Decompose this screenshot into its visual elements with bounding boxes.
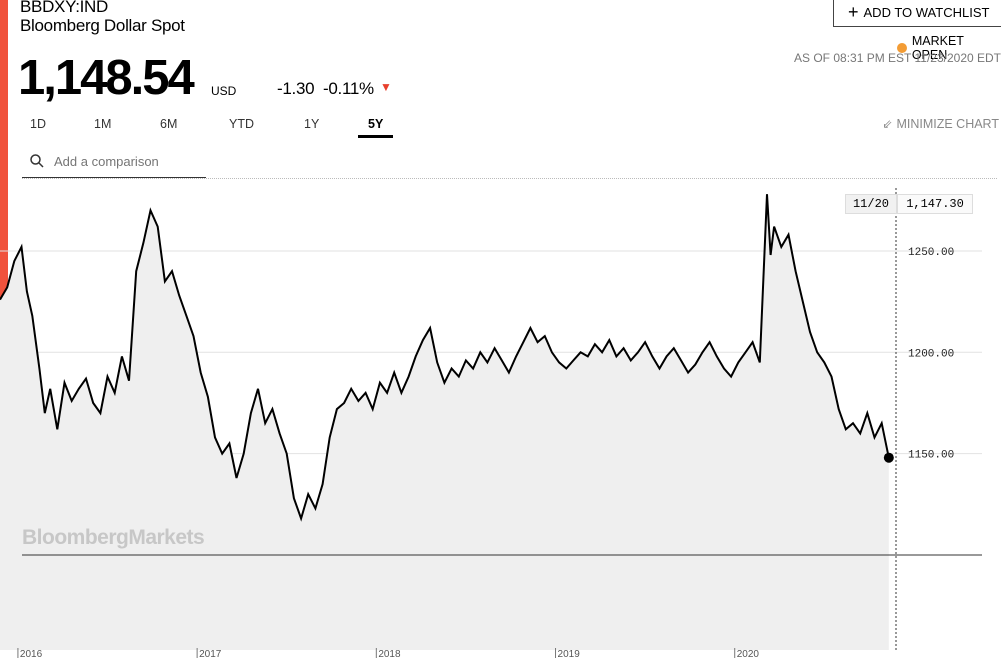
tab-6m[interactable]: 6M [160,117,178,131]
price-chart[interactable]: 1250.00 1200.00 1150.00 2016 2017 2018 2019 20… [0,180,1001,662]
price-change-percent: -0.11% [323,79,374,98]
comparison-search [22,145,206,178]
plus-icon: + [848,1,859,22]
x-tick-label: 2018 [378,649,401,660]
x-tick-label: 2016 [20,649,43,660]
tab-5y[interactable]: 5Y [358,117,394,138]
price-area-fill [0,194,889,650]
comparison-input[interactable] [52,152,206,170]
as-of-timestamp: AS OF 08:31 PM EST 11/23/2020 EDT [794,51,1001,65]
ticker-symbol: BBDXY:IND [20,0,108,16]
bloomberg-watermark: BloombergMarkets [22,526,205,549]
dotted-divider [22,178,997,179]
accent-bar [0,0,8,345]
x-tick-label: 2020 [737,649,760,660]
price-change: -1.30 [277,79,315,98]
tooltip-value: 1,147.30 [897,194,973,214]
price-value: 1,148.54 [18,51,195,105]
market-status: MARKET OPEN [897,34,1001,62]
tooltip-date: 11/20 [845,194,897,214]
tab-1y[interactable]: 1Y [304,117,320,131]
watchlist-label: ADD TO WATCHLIST [863,5,990,20]
security-name: Bloomberg Dollar Spot [20,16,185,35]
y-tick-label: 1200.00 [908,348,954,360]
x-tick-label: 2017 [199,649,222,660]
last-price-marker [883,452,894,463]
add-to-watchlist-button[interactable]: + ADD TO WATCHLIST [833,0,1001,27]
y-tick-label: 1250.00 [908,247,954,259]
y-tick-label: 1150.00 [908,450,954,462]
status-dot-icon [897,43,907,53]
minimize-chart-button[interactable]: ⇙ MINIMIZE CHART [882,117,999,131]
market-status-label: MARKET OPEN [911,34,964,62]
currency-label: USD [211,84,237,98]
minimize-label: MINIMIZE CHART [896,117,999,131]
tab-1d[interactable]: 1D [30,117,46,131]
price-line [0,194,890,522]
tab-ytd[interactable]: YTD [229,117,254,131]
search-icon [30,154,44,168]
down-arrow-icon: ▼ [380,80,392,94]
tab-1m[interactable]: 1M [94,117,112,131]
x-tick-label: 2019 [558,649,581,660]
minimize-icon: ⇙ [882,117,893,131]
